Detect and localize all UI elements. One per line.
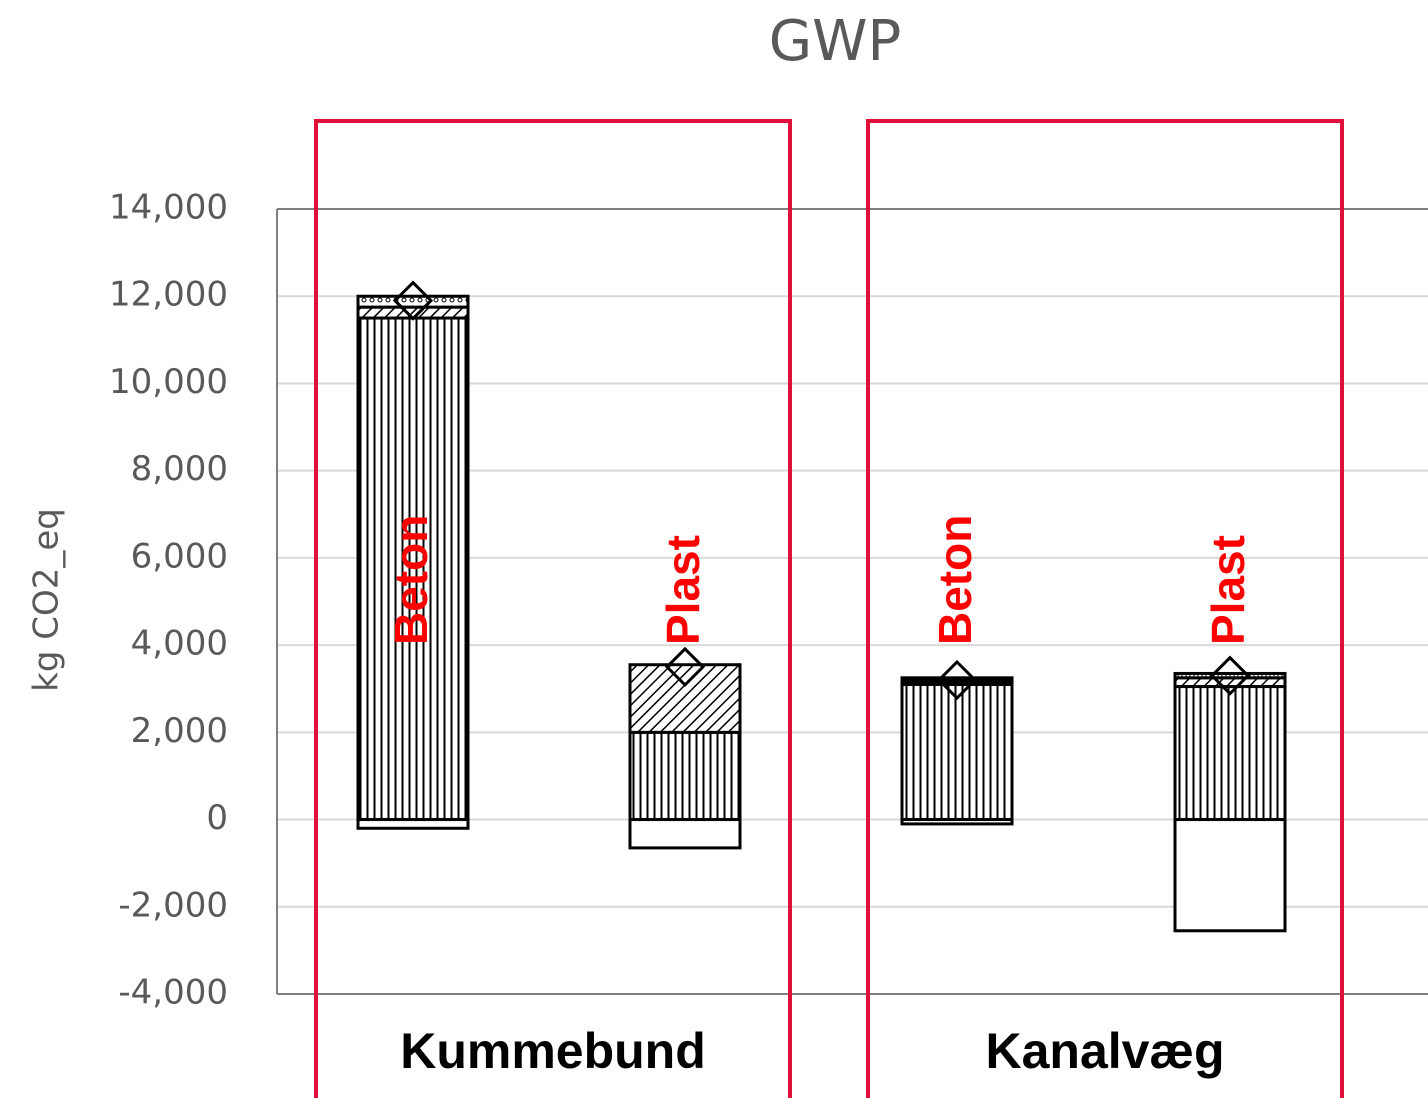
group-box	[314, 119, 792, 1098]
bar-segment	[1173, 818, 1287, 933]
marker	[664, 646, 706, 688]
bar-segment	[628, 663, 742, 734]
y-axis-label: kg CO2_eq	[27, 508, 67, 692]
bar-segment	[356, 316, 470, 822]
category-label: Plast	[1202, 535, 1254, 645]
category-label: Beton	[385, 515, 437, 645]
marker	[936, 659, 978, 701]
y-tick-label: 6,000	[131, 536, 228, 576]
y-tick-label: 4,000	[131, 624, 228, 664]
bar-segment	[1173, 671, 1287, 680]
y-tick-label: 0	[206, 798, 228, 838]
y-tick-label: -4,000	[118, 973, 228, 1013]
y-tick-label: 10,000	[109, 362, 228, 402]
marker	[1209, 655, 1251, 696]
bar-segment	[356, 305, 470, 320]
chart-title: GWP	[769, 9, 902, 74]
bar-segment	[628, 818, 742, 850]
marks: Beton Plast Beton Plast	[356, 280, 1287, 933]
bar-segment	[900, 676, 1014, 686]
category-label: Beton	[929, 515, 981, 645]
bar-segment	[356, 818, 470, 830]
group-label: Kanalvæg	[986, 1023, 1225, 1079]
y-tick-label: 14,000	[109, 188, 228, 228]
y-tick-label: 2,000	[131, 711, 228, 751]
y-tick-label: 8,000	[131, 449, 228, 489]
group-label: Kummebund	[400, 1023, 706, 1079]
bar-segment	[628, 730, 742, 822]
marker	[392, 280, 434, 321]
bar-segment	[356, 294, 470, 309]
category-label: Plast	[657, 535, 709, 645]
bar-segment	[900, 682, 1014, 822]
bar-segment	[900, 818, 1014, 826]
group-box	[866, 119, 1344, 1098]
y-tick-label: 12,000	[109, 275, 228, 315]
y-tick-label: -2,000	[118, 885, 228, 925]
bar-segment	[1173, 685, 1287, 822]
